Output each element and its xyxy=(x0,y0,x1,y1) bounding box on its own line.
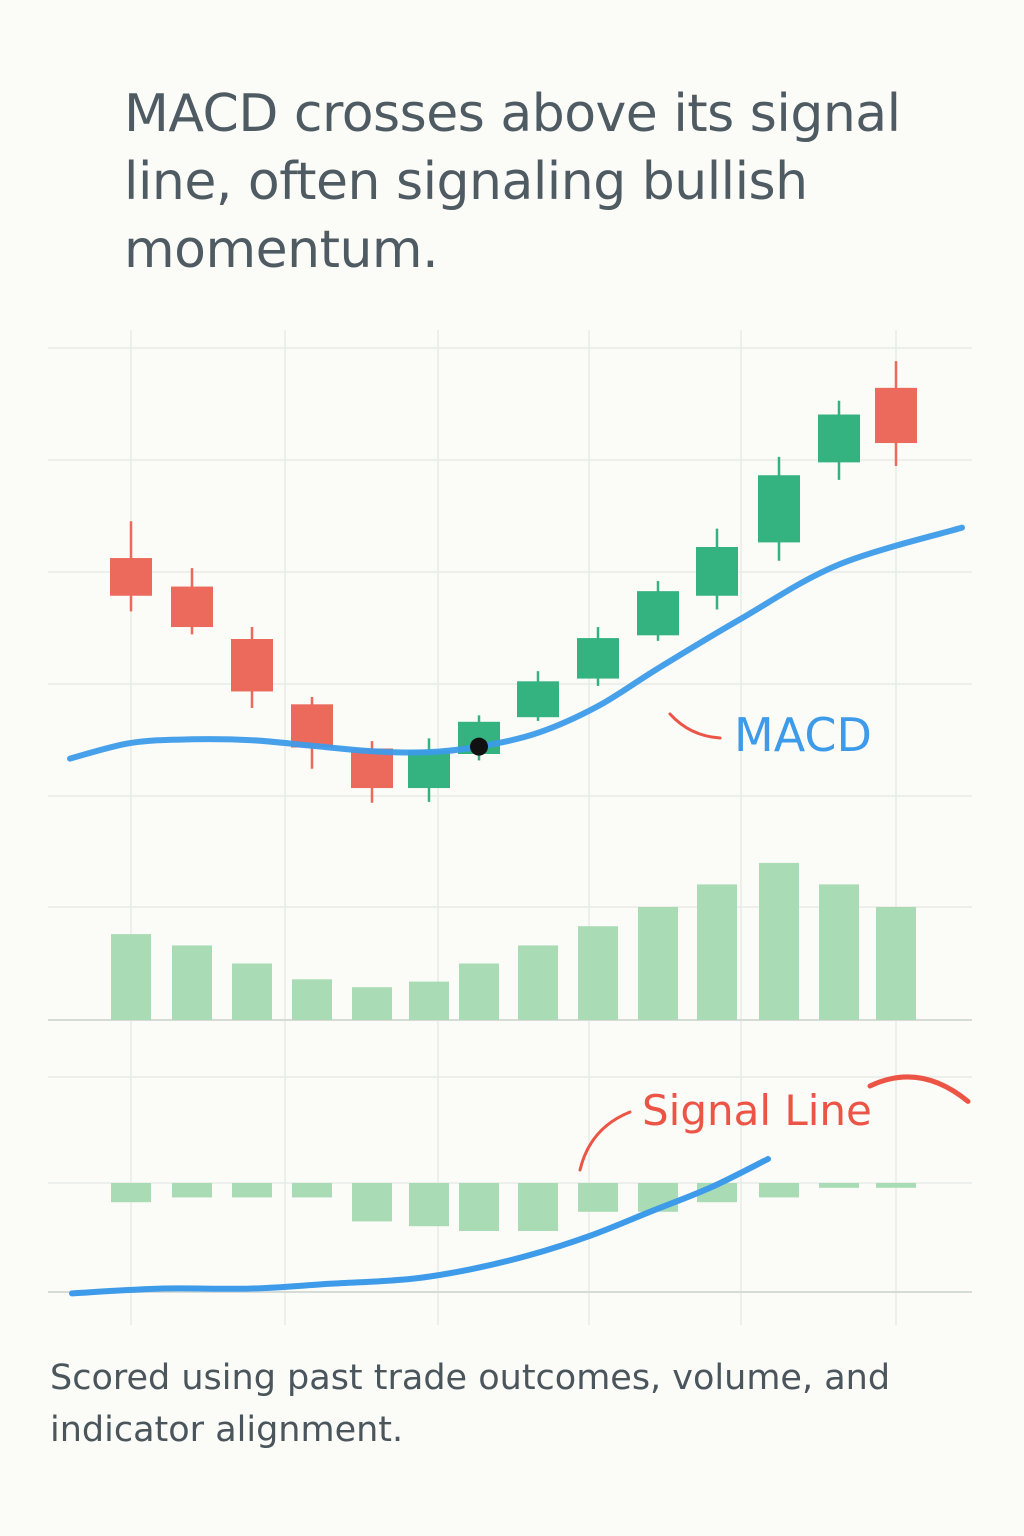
candle-body-5 xyxy=(408,750,450,789)
candle-12 xyxy=(818,400,860,480)
signal-line xyxy=(69,1156,771,1297)
histogram-bar-6 xyxy=(459,963,499,1020)
candle-body-13 xyxy=(875,387,917,444)
candle-body-9 xyxy=(637,591,679,636)
macd-label: MACD xyxy=(734,708,872,762)
lower-bar-3 xyxy=(292,1183,332,1198)
lower-bar-0 xyxy=(111,1183,151,1203)
lower-bar-5 xyxy=(409,1183,449,1227)
lower-bar-6 xyxy=(459,1183,499,1231)
histogram-bar-7 xyxy=(518,945,558,1020)
histogram-bar-13 xyxy=(876,907,916,1020)
candle-5 xyxy=(408,738,450,802)
crossover-dot xyxy=(470,737,488,756)
signal-line-label: Signal Line xyxy=(642,1086,872,1135)
macd-callout xyxy=(668,712,722,740)
lower-bar-13 xyxy=(876,1183,916,1188)
lower-histogram-bars xyxy=(111,1183,916,1231)
candle-body-0 xyxy=(110,558,152,596)
candle-0 xyxy=(110,521,152,612)
candle-body-3 xyxy=(291,704,333,748)
candle-body-8 xyxy=(577,638,619,679)
candle-8 xyxy=(577,627,619,686)
histogram-bar-4 xyxy=(352,987,392,1020)
candle-11 xyxy=(758,456,800,561)
chart-headline: MACD crosses above its signal line, ofte… xyxy=(124,84,901,280)
candle-body-4 xyxy=(351,748,393,789)
candle-1 xyxy=(171,568,213,635)
histogram-bar-3 xyxy=(292,979,332,1020)
histogram-bar-1 xyxy=(172,945,212,1020)
annotations: MACD Signal Line xyxy=(470,708,872,1172)
signal-line-tail xyxy=(867,1074,971,1104)
lower-bar-12 xyxy=(819,1183,859,1188)
histogram-bar-0 xyxy=(111,934,151,1020)
histogram-bars xyxy=(111,862,916,1020)
lower-bar-2 xyxy=(232,1183,272,1198)
histogram-bar-9 xyxy=(638,907,678,1020)
candle-10 xyxy=(696,528,738,610)
candle-3 xyxy=(291,696,333,769)
candle-9 xyxy=(637,581,679,641)
lower-bar-8 xyxy=(578,1183,618,1212)
histogram-bar-8 xyxy=(578,926,618,1020)
grid-lines xyxy=(48,330,972,1325)
candle-body-11 xyxy=(758,475,800,543)
candle-2 xyxy=(231,627,273,708)
footnote: Scored using past trade outcomes, volume… xyxy=(50,1358,891,1450)
candle-body-1 xyxy=(171,586,213,628)
signal-callout xyxy=(578,1110,632,1172)
candle-body-2 xyxy=(231,639,273,692)
histogram-bar-12 xyxy=(819,884,859,1020)
candle-body-12 xyxy=(818,414,860,463)
histogram-bar-10 xyxy=(697,884,737,1020)
lower-bar-7 xyxy=(518,1183,558,1231)
candlesticks xyxy=(110,361,917,803)
histogram-bar-11 xyxy=(759,862,799,1020)
histogram-bar-5 xyxy=(409,981,449,1020)
candle-body-7 xyxy=(517,681,559,718)
lower-bar-11 xyxy=(759,1183,799,1198)
lower-bar-1 xyxy=(172,1183,212,1198)
candle-7 xyxy=(517,671,559,721)
candle-13 xyxy=(875,361,917,467)
histogram-bar-2 xyxy=(232,963,272,1020)
lower-bar-4 xyxy=(352,1183,392,1222)
candle-body-10 xyxy=(696,547,738,596)
